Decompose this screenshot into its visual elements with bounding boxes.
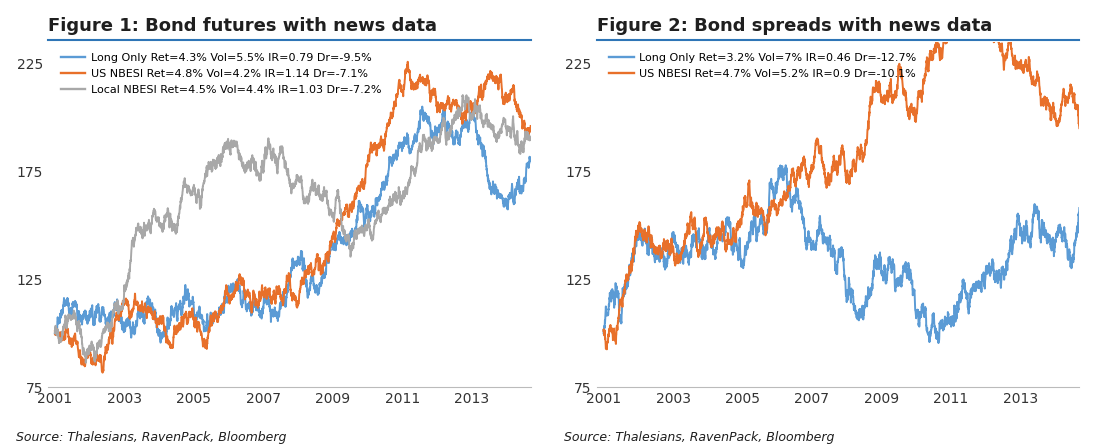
Long Only Ret=3.2% Vol=7% IR=0.46 Dr=-12.7% [1036,229,1049,235]
US NBESI Ret=4.7% Vol=5.2% IR=0.9 Dr=-10.1% [822,170,835,175]
Long Only Ret=4.3% Vol=5.5% IR=0.79 Dr=-9.5% [488,191,501,196]
Line: US NBESI Ret=4.7% Vol=5.2% IR=0.9 Dr=-10.1%: US NBESI Ret=4.7% Vol=5.2% IR=0.9 Dr=-10… [604,0,1080,349]
US NBESI Ret=4.8% Vol=4.2% IR=1.14 Dr=-7.1% [401,59,414,65]
Long Only Ret=3.2% Vol=7% IR=0.46 Dr=-12.7% [769,188,783,194]
US NBESI Ret=4.8% Vol=4.2% IR=1.14 Dr=-7.1% [96,370,110,375]
Line: US NBESI Ret=4.8% Vol=4.2% IR=1.14 Dr=-7.1%: US NBESI Ret=4.8% Vol=4.2% IR=1.14 Dr=-7… [55,62,530,372]
US NBESI Ret=4.7% Vol=5.2% IR=0.9 Dr=-10.1% [879,94,892,100]
US NBESI Ret=4.7% Vol=5.2% IR=0.9 Dr=-10.1% [769,203,783,208]
Local NBESI Ret=4.5% Vol=4.4% IR=1.03 Dr=-7.2% [488,130,501,135]
Local NBESI Ret=4.5% Vol=4.4% IR=1.03 Dr=-7.2% [48,331,61,336]
Long Only Ret=4.3% Vol=5.5% IR=0.79 Dr=-9.5% [220,298,233,303]
Long Only Ret=4.3% Vol=5.5% IR=0.79 Dr=-9.5% [351,214,364,219]
US NBESI Ret=4.8% Vol=4.2% IR=1.14 Dr=-7.1% [331,217,344,222]
Legend: Long Only Ret=3.2% Vol=7% IR=0.46 Dr=-12.7%, US NBESI Ret=4.7% Vol=5.2% IR=0.9 D: Long Only Ret=3.2% Vol=7% IR=0.46 Dr=-12… [607,51,918,81]
US NBESI Ret=4.8% Vol=4.2% IR=1.14 Dr=-7.1% [488,76,501,81]
US NBESI Ret=4.8% Vol=4.2% IR=1.14 Dr=-7.1% [273,290,286,295]
US NBESI Ret=4.7% Vol=5.2% IR=0.9 Dr=-10.1% [1036,96,1049,101]
Long Only Ret=3.2% Vol=7% IR=0.46 Dr=-12.7% [779,162,792,168]
Long Only Ret=3.2% Vol=7% IR=0.46 Dr=-12.7% [900,263,913,269]
Text: Figure 1: Bond futures with news data: Figure 1: Bond futures with news data [48,16,437,35]
Line: Local NBESI Ret=4.5% Vol=4.4% IR=1.03 Dr=-7.2%: Local NBESI Ret=4.5% Vol=4.4% IR=1.03 Dr… [55,95,530,363]
US NBESI Ret=4.8% Vol=4.2% IR=1.14 Dr=-7.1% [148,314,161,320]
Text: Source: Thalesians, RavenPack, Bloomberg: Source: Thalesians, RavenPack, Bloomberg [16,431,287,444]
Long Only Ret=3.2% Vol=7% IR=0.46 Dr=-12.7% [932,340,945,346]
Local NBESI Ret=4.5% Vol=4.4% IR=1.03 Dr=-7.2% [148,208,161,214]
Line: Long Only Ret=4.3% Vol=5.5% IR=0.79 Dr=-9.5%: Long Only Ret=4.3% Vol=5.5% IR=0.79 Dr=-… [55,106,530,343]
US NBESI Ret=4.7% Vol=5.2% IR=0.9 Dr=-10.1% [601,347,614,352]
Long Only Ret=4.3% Vol=5.5% IR=0.79 Dr=-9.5% [48,331,61,336]
US NBESI Ret=4.8% Vol=4.2% IR=1.14 Dr=-7.1% [524,123,537,129]
Local NBESI Ret=4.5% Vol=4.4% IR=1.03 Dr=-7.2% [456,93,469,98]
Text: Source: Thalesians, RavenPack, Bloomberg: Source: Thalesians, RavenPack, Bloomberg [564,431,835,444]
Long Only Ret=3.2% Vol=7% IR=0.46 Dr=-12.7% [597,331,610,336]
Long Only Ret=3.2% Vol=7% IR=0.46 Dr=-12.7% [696,242,709,247]
Long Only Ret=4.3% Vol=5.5% IR=0.79 Dr=-9.5% [437,103,450,109]
US NBESI Ret=4.8% Vol=4.2% IR=1.14 Dr=-7.1% [351,186,364,191]
Local NBESI Ret=4.5% Vol=4.4% IR=1.03 Dr=-7.2% [220,142,233,147]
US NBESI Ret=4.7% Vol=5.2% IR=0.9 Dr=-10.1% [1073,125,1086,131]
Long Only Ret=4.3% Vol=5.5% IR=0.79 Dr=-9.5% [148,312,161,318]
Local NBESI Ret=4.5% Vol=4.4% IR=1.03 Dr=-7.2% [351,231,364,236]
US NBESI Ret=4.7% Vol=5.2% IR=0.9 Dr=-10.1% [696,237,709,243]
Long Only Ret=4.3% Vol=5.5% IR=0.79 Dr=-9.5% [273,308,286,314]
Legend: Long Only Ret=4.3% Vol=5.5% IR=0.79 Dr=-9.5%, US NBESI Ret=4.8% Vol=4.2% IR=1.14: Long Only Ret=4.3% Vol=5.5% IR=0.79 Dr=-… [58,51,384,97]
Long Only Ret=4.3% Vol=5.5% IR=0.79 Dr=-9.5% [524,156,537,161]
Local NBESI Ret=4.5% Vol=4.4% IR=1.03 Dr=-7.2% [331,191,344,196]
US NBESI Ret=4.7% Vol=5.2% IR=0.9 Dr=-10.1% [900,97,913,103]
Long Only Ret=3.2% Vol=7% IR=0.46 Dr=-12.7% [822,245,835,251]
US NBESI Ret=4.8% Vol=4.2% IR=1.14 Dr=-7.1% [220,284,233,290]
Long Only Ret=4.3% Vol=5.5% IR=0.79 Dr=-9.5% [153,340,167,345]
Local NBESI Ret=4.5% Vol=4.4% IR=1.03 Dr=-7.2% [524,136,537,142]
Long Only Ret=3.2% Vol=7% IR=0.46 Dr=-12.7% [879,275,892,281]
Long Only Ret=3.2% Vol=7% IR=0.46 Dr=-12.7% [1073,205,1086,210]
US NBESI Ret=4.8% Vol=4.2% IR=1.14 Dr=-7.1% [48,328,61,334]
Local NBESI Ret=4.5% Vol=4.4% IR=1.03 Dr=-7.2% [273,153,286,158]
US NBESI Ret=4.7% Vol=5.2% IR=0.9 Dr=-10.1% [597,328,610,334]
Line: Long Only Ret=3.2% Vol=7% IR=0.46 Dr=-12.7%: Long Only Ret=3.2% Vol=7% IR=0.46 Dr=-12… [604,165,1080,343]
Local NBESI Ret=4.5% Vol=4.4% IR=1.03 Dr=-7.2% [79,360,92,365]
Long Only Ret=4.3% Vol=5.5% IR=0.79 Dr=-9.5% [331,236,344,241]
Text: Figure 2: Bond spreads with news data: Figure 2: Bond spreads with news data [596,16,992,35]
